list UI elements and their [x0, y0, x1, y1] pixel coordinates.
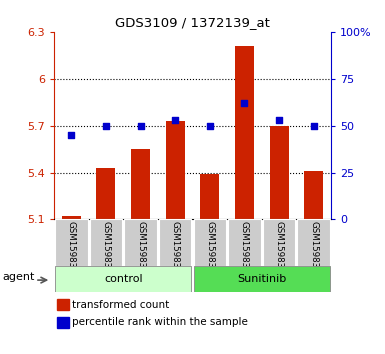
Bar — [124, 219, 157, 266]
Bar — [55, 266, 191, 292]
Bar — [90, 219, 122, 266]
Bar — [270, 126, 289, 219]
Point — [311, 123, 317, 129]
Text: GSM159837: GSM159837 — [275, 221, 284, 274]
Point — [207, 123, 213, 129]
Bar — [57, 317, 69, 328]
Bar — [304, 171, 323, 219]
Bar — [55, 219, 87, 266]
Text: GSM159831: GSM159831 — [205, 221, 214, 274]
Point — [68, 132, 74, 138]
Bar — [57, 299, 69, 310]
Point — [172, 117, 178, 123]
Text: percentile rank within the sample: percentile rank within the sample — [72, 318, 248, 327]
Bar — [194, 266, 330, 292]
Title: GDS3109 / 1372139_at: GDS3109 / 1372139_at — [115, 16, 270, 29]
Text: transformed count: transformed count — [72, 300, 169, 310]
Point — [241, 100, 248, 106]
Bar — [263, 219, 295, 266]
Point — [137, 123, 144, 129]
Bar — [166, 121, 185, 219]
Text: GSM159835: GSM159835 — [171, 221, 180, 274]
Bar — [228, 219, 261, 266]
Bar — [96, 168, 116, 219]
Bar — [194, 219, 226, 266]
Text: GSM159838: GSM159838 — [309, 221, 318, 274]
Text: Sunitinib: Sunitinib — [237, 274, 286, 284]
Text: GSM159832: GSM159832 — [240, 221, 249, 274]
Bar — [131, 149, 150, 219]
Bar — [235, 46, 254, 219]
Bar — [62, 216, 81, 219]
Bar — [298, 219, 330, 266]
Text: GSM159830: GSM159830 — [67, 221, 76, 274]
Text: control: control — [104, 274, 142, 284]
Text: GSM159834: GSM159834 — [136, 221, 145, 274]
Bar — [200, 174, 219, 219]
Bar — [159, 219, 191, 266]
Point — [276, 117, 282, 123]
Point — [103, 123, 109, 129]
Text: agent: agent — [3, 273, 35, 282]
Text: GSM159833: GSM159833 — [101, 221, 110, 274]
